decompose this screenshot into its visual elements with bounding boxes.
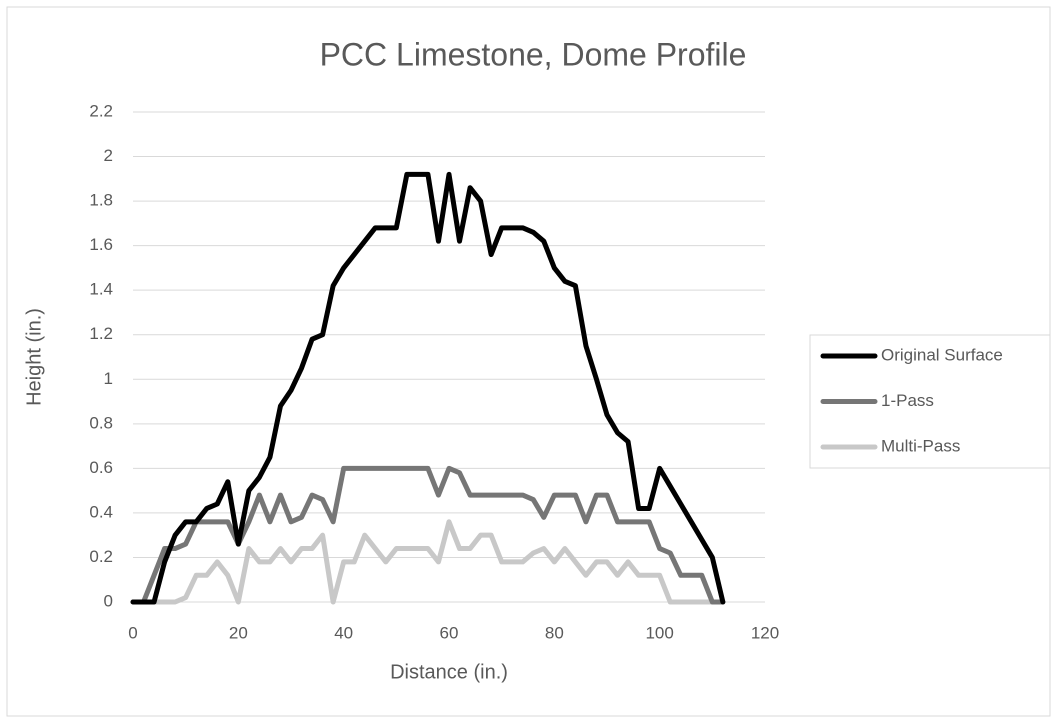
x-tick-label: 100 bbox=[645, 623, 673, 642]
y-axis-title: Height (in.) bbox=[23, 308, 45, 406]
y-tick-label: 0.6 bbox=[89, 458, 113, 477]
chart-title: PCC Limestone, Dome Profile bbox=[320, 36, 747, 72]
series-line bbox=[130, 171, 726, 605]
x-tick-label: 120 bbox=[751, 623, 779, 642]
legend-label: Multi-Pass bbox=[881, 436, 960, 455]
x-tick-label: 0 bbox=[128, 623, 137, 642]
x-tick-label: 80 bbox=[545, 623, 564, 642]
y-tick-label: 1.2 bbox=[89, 324, 113, 343]
y-tick-label: 1.8 bbox=[89, 191, 113, 210]
x-axis-title: Distance (in.) bbox=[390, 661, 508, 683]
x-tick-label: 60 bbox=[440, 623, 459, 642]
series-line bbox=[130, 519, 726, 605]
y-tick-label: 1.6 bbox=[89, 235, 113, 254]
y-tick-label: 0.8 bbox=[89, 413, 113, 432]
y-tick-label: 0.4 bbox=[89, 502, 113, 521]
y-tick-label: 0 bbox=[104, 591, 113, 610]
x-tick-label: 20 bbox=[229, 623, 248, 642]
y-tick-label: 2.2 bbox=[89, 101, 113, 120]
x-tick-label: 40 bbox=[334, 623, 353, 642]
y-tick-label: 1 bbox=[104, 369, 113, 388]
y-tick-label: 1.4 bbox=[89, 280, 113, 299]
y-tick-label: 0.2 bbox=[89, 547, 113, 566]
series-line bbox=[130, 465, 726, 605]
y-tick-label: 2 bbox=[104, 146, 113, 165]
legend-label: Original Surface bbox=[881, 345, 1003, 364]
legend-label: 1-Pass bbox=[881, 391, 934, 410]
